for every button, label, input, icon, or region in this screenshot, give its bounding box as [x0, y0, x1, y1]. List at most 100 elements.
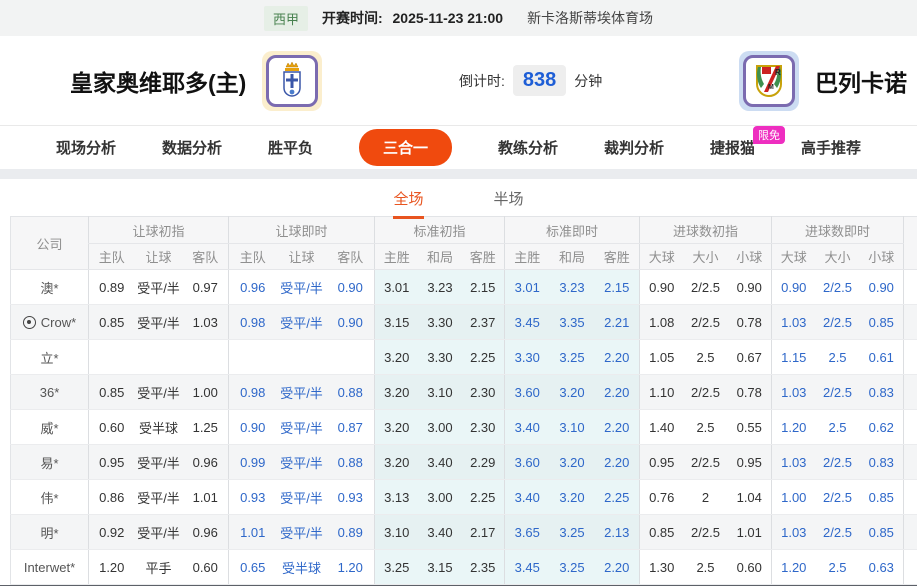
odds-cell: 2/2.5: [815, 514, 860, 550]
odds-cell: 2.21: [594, 304, 640, 340]
odds-cell: 1.03: [771, 444, 816, 480]
company-cell: 威*: [10, 409, 89, 445]
home-crest-icon: [266, 54, 319, 107]
odds-cell: 0.78: [727, 374, 772, 410]
odds-cell: 受半球: [276, 549, 327, 585]
odds-cell: 1.20: [771, 409, 816, 445]
nav-item-3[interactable]: 胜平负: [268, 137, 313, 158]
analysis-nav: 现场分析 数据分析 胜平负 三合一 教练分析 裁判分析 捷报猫 限免 高手推荐: [0, 125, 917, 169]
sub-column-header: 大球: [639, 243, 684, 270]
odds-cell: 0.86: [88, 479, 135, 515]
odds-cell: 0.85: [859, 304, 904, 340]
section-divider: [0, 169, 917, 179]
odds-cell: 3.00: [418, 409, 462, 445]
company-cell: 明*: [10, 514, 89, 550]
cutoff-cell: [903, 549, 917, 585]
period-tab-1[interactable]: 全场: [393, 188, 424, 219]
odds-cell: 0.95: [88, 444, 135, 480]
company-cell: 立*: [10, 339, 89, 375]
odds-cell: 2.13: [594, 514, 640, 550]
nav-item-label: 胜平负: [267, 140, 313, 157]
odds-cell: 1.08: [639, 304, 684, 340]
odds-cell: 2.20: [594, 339, 640, 375]
odds-cell: 3.40: [418, 444, 462, 480]
odds-cell: 1.25: [182, 409, 229, 445]
odds-cell: 3.20: [374, 409, 419, 445]
odds-cell: 0.60: [88, 409, 135, 445]
odds-cell: 2/2.5: [815, 304, 860, 340]
odds-cell: 0.90: [639, 269, 684, 305]
odds-cell: 0.85: [859, 514, 904, 550]
nav-item-4[interactable]: 三合一: [358, 129, 452, 166]
company-name: Interwet*: [23, 559, 76, 575]
kickoff-label: 开赛时间:: [321, 10, 383, 26]
odds-cell: 3.35: [549, 304, 595, 340]
odds-row: 伟* 0.86 受平/半 1.01 0.93 受平/半 0.93 3.13 3.00 2.25 3.…: [10, 479, 917, 515]
nav-item-7[interactable]: 捷报猫 限免: [710, 126, 786, 158]
odds-cell: 2.5: [815, 409, 860, 445]
away-team-name: 巴列卡诺: [815, 69, 907, 96]
sub-column-header: 和局: [418, 243, 462, 270]
sub-column-header: 客队: [182, 243, 229, 270]
nav-item-5[interactable]: 教练分析: [498, 137, 558, 158]
cutoff-cell: [903, 409, 917, 445]
odds-cell: [326, 339, 375, 375]
odds-cell: 2.30: [461, 374, 505, 410]
company-cell: Crow*: [10, 304, 89, 340]
odds-cell: 3.13: [374, 479, 419, 515]
target-icon: [22, 315, 36, 329]
odds-cell: 1.20: [88, 549, 135, 585]
odds-cell: 0.62: [859, 409, 904, 445]
odds-cell: 0.97: [182, 269, 229, 305]
odds-cell: 2/2.5: [815, 479, 860, 515]
odds-cell: 1.40: [639, 409, 684, 445]
odds-cell: 3.10: [418, 374, 462, 410]
odds-cell: 0.60: [727, 549, 772, 585]
odds-cell: 3.20: [374, 444, 419, 480]
odds-cell: 3.20: [549, 374, 595, 410]
sub-column-header: 主队: [228, 243, 277, 270]
odds-cell: 2/2.5: [815, 444, 860, 480]
kickoff-time: 开赛时间: 2025-11-23 21:00: [322, 8, 503, 28]
odds-cell: 0.85: [639, 514, 684, 550]
odds-cell: 1.03: [771, 514, 816, 550]
odds-cell: 1.00: [771, 479, 816, 515]
period-tab-2[interactable]: 半场: [493, 191, 524, 208]
odds-cell: 2.5: [815, 339, 860, 375]
group-header: 进球数初指: [638, 216, 772, 244]
company-cell: 易*: [10, 444, 89, 480]
odds-cell: 平手: [134, 549, 183, 585]
period-tabs: 全场 半场: [0, 179, 917, 219]
odds-cell: 0.60: [182, 549, 229, 585]
odds-cell: 2/2.5: [683, 269, 728, 305]
odds-cell: 0.67: [727, 339, 772, 375]
odds-cell: 0.95: [639, 444, 684, 480]
nav-item-8[interactable]: 高手推荐: [801, 137, 861, 158]
odds-cell: 3.10: [549, 409, 595, 445]
odds-cell: 1.01: [228, 514, 277, 550]
nav-item-6[interactable]: 裁判分析: [604, 137, 664, 158]
odds-cell: 3.20: [374, 374, 419, 410]
nav-item-2[interactable]: 数据分析: [162, 137, 222, 158]
home-team-logo: [262, 50, 323, 111]
odds-cell: 2.5: [683, 409, 728, 445]
odds-cell: 3.10: [374, 514, 419, 550]
odds-cell: 2.35: [461, 549, 505, 585]
odds-cell: 2.37: [461, 304, 505, 340]
odds-cell: 0.65: [228, 549, 277, 585]
cutoff-cell: [903, 444, 917, 480]
venue-name: 新卡洛斯蒂埃体育场: [527, 10, 654, 26]
odds-cell: 0.85: [88, 374, 135, 410]
odds-cell: 3.65: [504, 514, 550, 550]
odds-cell: 1.04: [727, 479, 772, 515]
odds-cell: 受平/半: [276, 409, 327, 445]
league-badge: 西甲: [263, 5, 308, 31]
nav-item-1[interactable]: 现场分析: [56, 137, 116, 158]
sub-column-header: 大小: [815, 243, 860, 270]
odds-cell: 3.25: [549, 549, 595, 585]
odds-cell: 受平/半: [134, 479, 183, 515]
company-column-header: 公司: [10, 216, 89, 270]
odds-cell: 0.90: [771, 269, 816, 305]
countdown-label: 倒计时:: [459, 72, 505, 89]
odds-cell: 3.40: [418, 514, 462, 550]
